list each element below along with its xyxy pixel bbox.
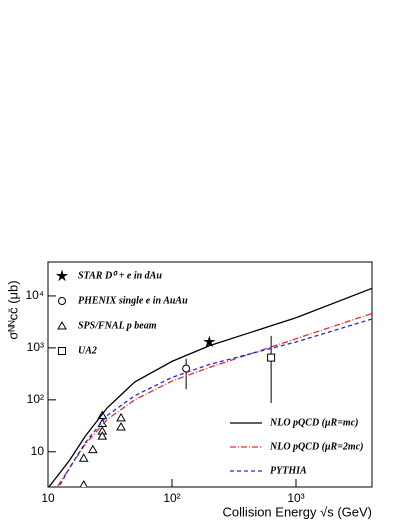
legend-label: PHENIX single e in AuAu [78, 295, 188, 306]
x-tick-label: 10 [41, 491, 55, 505]
marker [79, 479, 88, 487]
marker [203, 335, 216, 348]
y-axis-label: σᴺᴺcc̄ (μb) [5, 280, 20, 339]
curve [57, 312, 372, 487]
legend-label: UA2 [78, 345, 97, 356]
legend-label: SPS/FNAL p beam [78, 320, 157, 331]
legend-label: PYTHIA [270, 465, 307, 476]
marker [78, 453, 89, 462]
curve [48, 287, 372, 487]
marker [87, 444, 98, 454]
plot-clip [48, 287, 372, 487]
legend-label: STAR D⁰ + e in dAu [78, 270, 162, 281]
legend-label: NLO pQCD (μR=mc) [269, 417, 358, 428]
y-tick-label: 10 [31, 444, 45, 458]
marker [57, 320, 67, 330]
marker [267, 353, 276, 362]
marker [116, 412, 126, 422]
marker [58, 347, 66, 355]
marker [97, 431, 108, 440]
x-axis-label: Collision Energy √s (GeV) [223, 504, 372, 519]
marker [55, 269, 69, 282]
marker [58, 297, 66, 305]
y-tick-label: 10⁴ [25, 288, 44, 302]
marker [182, 364, 191, 373]
plot-frame [47, 261, 373, 488]
x-tick-label: 10² [163, 491, 180, 505]
x-tick-label: 10³ [287, 491, 304, 505]
curve [59, 318, 372, 486]
y-tick-label: 10³ [27, 340, 44, 354]
marker [116, 421, 126, 431]
y-tick-label: 10² [27, 392, 44, 406]
legend-label: NLO pQCD (μR=2mc) [269, 441, 363, 452]
